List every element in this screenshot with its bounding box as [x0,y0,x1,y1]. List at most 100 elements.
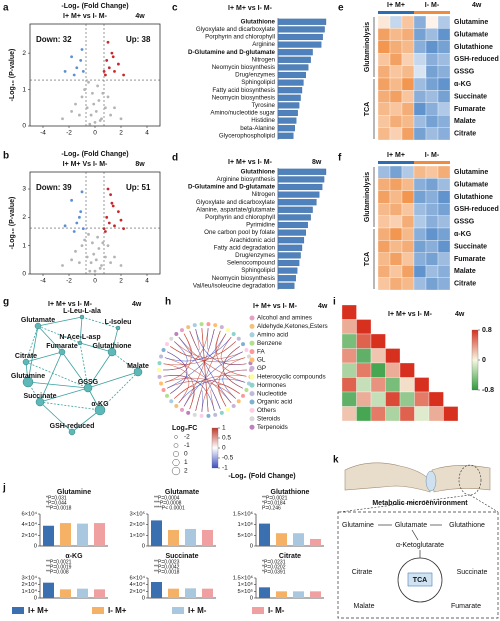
chord-node [244,387,249,392]
chord-node [169,336,174,341]
heatmap-cell [377,115,391,128]
heatmap-cell [425,53,439,66]
bar [60,589,71,598]
network-node [22,376,34,388]
pathway-bar [277,117,297,124]
pathway-bar [277,206,313,213]
network-edge [81,316,119,329]
bar [185,528,196,546]
network-edge [111,351,139,373]
heatmap-cell [377,277,391,291]
bar [259,523,270,546]
volcano-point [63,224,67,228]
correlation-cell [399,362,415,378]
correlation-cell [414,377,430,393]
volcano-point [91,91,94,95]
heatmap-row-label: Succinate [454,243,487,250]
chord-node [159,381,164,386]
chord-node [164,393,169,398]
heatmap-row-label: α-KG [454,81,472,88]
pathway-term: Fatty acid biosynthesis [212,87,275,94]
legend-label: I+ M- [188,606,207,615]
p-value: ***P=0.0008 [154,500,182,506]
chord-node [169,399,174,404]
heatmap-row-label: Citrate [454,281,476,288]
heatmap-cell [425,115,439,128]
chord-link [222,346,243,389]
volcano-point [101,91,105,95]
chord-node [219,325,224,330]
y-axis-label: -Log₁₀ (P-value) [9,49,16,102]
volcano-point [111,204,115,208]
volcano-point [97,247,101,250]
heatmap-cell [389,65,403,79]
pathway-group: I+ M+ vs I- M- [228,5,273,12]
volcano-point [89,113,93,117]
y-tick-label: 0 [250,596,253,602]
heatmap-cell [437,15,451,29]
chord-node [206,413,211,418]
network-edge [37,316,83,327]
y-tick-label: 3×10⁴ [21,575,37,582]
pathway-bar [277,199,317,206]
correlation-cell [385,391,401,407]
bar-chart-title: Glutathione [271,489,310,496]
heatmap-cell [389,227,403,241]
y-tick-label: 0 [22,271,26,278]
heatmap-cell [389,102,403,116]
heatmap-group: I+ M+ [387,2,405,9]
network-node [115,325,121,331]
pathway-bar [277,252,301,259]
correlation-cell [370,348,386,364]
legend-label: Hormones [257,382,286,389]
volcano-point [100,264,103,267]
volcano-week: 4w [135,13,145,20]
section-label: TCA [364,252,371,266]
heatmap-cell [389,190,403,204]
p-value: *P=0.044 [46,500,67,506]
p-value: *P=0.0184 [262,500,286,506]
y-tick-label: 0 [22,123,26,130]
correlation-cell [385,348,401,364]
bar [276,591,287,598]
heatmap-cell [377,215,391,229]
heatmap-cell [413,265,427,278]
x-tick-label: 0 [93,278,97,285]
legend-swatch [249,416,255,422]
diagram-label: TCA [413,577,427,584]
correlation-cell [370,406,386,422]
heatmap-cell [413,90,427,103]
bar [151,582,162,598]
heatmap-cell [425,90,439,103]
y-tick-label: 2 [22,50,26,57]
size-legend-label: -2 [184,434,190,441]
volcano-point [119,264,123,267]
heatmap-cell [425,227,439,241]
volcano-point [75,221,79,225]
size-legend-circle [173,451,179,457]
chord-node [161,348,166,353]
p-value: *P=0.0391 [262,569,286,575]
network-node-label: Fumarate [46,343,78,350]
heatmap-cell [413,190,427,204]
pathway-term: Neomycin biosynthesis [212,94,275,101]
volcano-point [83,238,86,242]
volcano-point [70,110,73,113]
heatmap-cell [437,40,451,54]
chord-node [157,374,162,379]
heatmap-cell [401,252,415,266]
chord-week: 4w [318,303,328,310]
volcano-point [104,255,107,259]
heatmap-cell [425,178,439,191]
pathway-term: Nitrogen [252,56,276,63]
network-node-label: Glutamate [21,317,55,324]
pathway-bar [277,259,300,267]
pathway-term: Amino/nucleotide sugar [210,110,275,117]
pathway-bar [277,87,303,94]
bar [276,533,287,546]
chord-link [201,328,209,412]
network-week: 4w [132,301,142,308]
x-tick-label: 4 [145,278,149,285]
network-edge [37,325,63,353]
heatmap-cell [377,190,391,204]
